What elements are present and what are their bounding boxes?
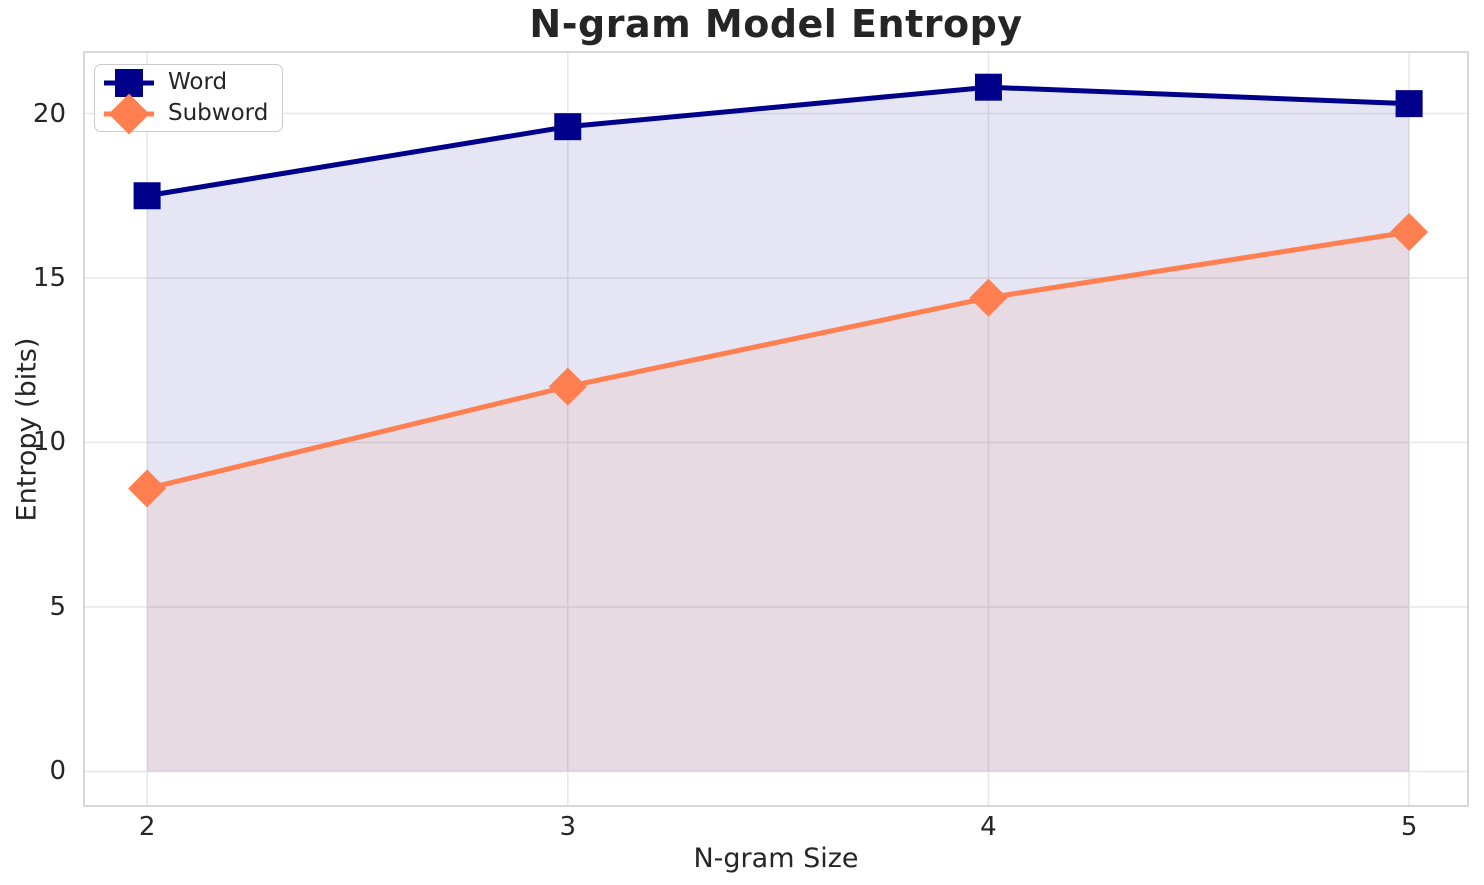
x-axis-label: N-gram Size <box>693 843 859 874</box>
legend-swatch-word-square-icon <box>104 68 154 97</box>
x-tick-label-3: 3 <box>559 812 577 842</box>
y-tick-label-0: 0 <box>49 756 66 787</box>
x-tick-label-4: 4 <box>980 812 997 842</box>
marker-word-x5 <box>1395 90 1423 118</box>
y-tick-label-20: 20 <box>32 98 66 129</box>
area-fill-subword <box>147 231 1410 772</box>
x-tick-label-2: 2 <box>138 812 156 842</box>
y-tick-label-10: 10 <box>32 427 66 458</box>
marker-word-x3 <box>554 113 582 141</box>
line-word <box>146 84 1410 199</box>
area-fill-word <box>147 87 1410 772</box>
legend-label-word: Word <box>168 69 228 95</box>
plot-border <box>83 51 1469 807</box>
legend: Word Subword <box>94 64 284 134</box>
marker-subword-x3 <box>548 367 587 406</box>
marker-subword-x4 <box>969 278 1008 317</box>
legend-item-subword: Subword <box>103 93 269 134</box>
marker-word-x2 <box>133 182 161 210</box>
legend-label-subword: Subword <box>168 100 269 126</box>
chart-title: N-gram Model Entropy <box>529 2 1023 46</box>
marker-subword-x5 <box>1390 212 1429 251</box>
x-tick-label-5: 5 <box>1400 812 1418 842</box>
marker-word-x4 <box>974 73 1002 101</box>
y-tick-label-5: 5 <box>49 591 66 622</box>
y-tick-label-15: 15 <box>32 263 66 293</box>
legend-item-word: Word <box>103 67 268 98</box>
marker-subword-x2 <box>128 469 167 508</box>
line-subword <box>146 229 1410 491</box>
legend-swatch-subword-diamond-icon <box>104 93 154 134</box>
